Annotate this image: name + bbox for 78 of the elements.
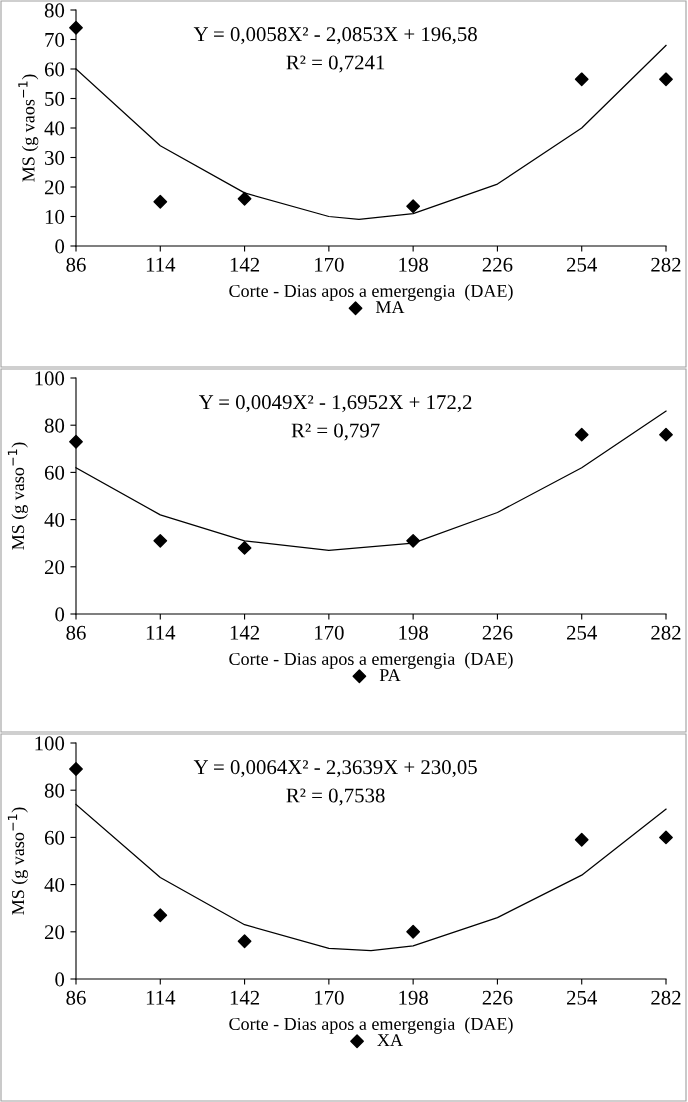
x-tick-label: 198 — [399, 625, 428, 640]
legend-label: XA — [377, 1034, 403, 1047]
y-axis-title: MS (g vaso$^{−1}$) — [7, 807, 28, 915]
point — [574, 832, 589, 847]
x-tick-label: 282 — [651, 625, 681, 640]
x-tick-label: 198 — [399, 990, 428, 1005]
x-tick-label: 282 — [651, 990, 681, 1005]
point — [153, 194, 168, 209]
x-tick-label: 226 — [482, 625, 513, 640]
y-tick-label: 0 — [55, 972, 65, 987]
x-tick-label: 226 — [482, 257, 513, 272]
y-tick-label: 40 — [44, 512, 65, 528]
x-axis-title: Corte - Dias apos a emergengia (DAE) — [229, 1017, 513, 1034]
x-tick-label: 254 — [567, 257, 598, 272]
point — [406, 533, 421, 548]
y-axis-title: MS (g vaso$^{−1}$) — [7, 442, 28, 550]
y-tick-label: 50 — [45, 91, 65, 106]
x-tick-label: 114 — [146, 990, 176, 1005]
annotation: Y = 0,0049X² - 1,6952X + 172,2 — [198, 395, 472, 413]
x-tick-label: 170 — [315, 257, 344, 272]
annotation: R² = 0,7538 — [286, 788, 385, 806]
y-tick-label: 80 — [44, 418, 65, 433]
legend-label: MA — [375, 301, 405, 314]
y-tick-label: 100 — [35, 736, 65, 751]
y-tick-label: 60 — [44, 465, 65, 480]
x-tick-label: 254 — [567, 990, 598, 1005]
point — [659, 72, 673, 87]
x-tick-label: 170 — [315, 625, 344, 640]
annotation: Y = 0,0058X² - 2,0853X + 196,58 — [193, 27, 477, 45]
y-tick-label: 10 — [45, 209, 65, 224]
y-tick-label: 40 — [44, 877, 65, 893]
point — [406, 924, 421, 939]
point — [574, 427, 589, 442]
point — [69, 762, 83, 776]
point — [69, 434, 83, 449]
y-tick-label: 20 — [44, 925, 65, 940]
x-tick-label: 282 — [651, 257, 681, 272]
y-tick-label: 0 — [55, 239, 65, 254]
point — [574, 72, 589, 87]
y-tick-label: 100 — [35, 371, 65, 386]
y-axis-title: MS (g vaos$^{−1}$) — [18, 74, 39, 182]
x-tick-label: 114 — [146, 625, 176, 640]
annotation: R² = 0,7241 — [286, 55, 385, 73]
point — [69, 20, 83, 35]
point — [237, 934, 252, 949]
y-tick-label: 60 — [44, 62, 65, 77]
x-tick-label: 226 — [482, 990, 513, 1005]
point — [659, 830, 673, 845]
y-tick-label: 80 — [44, 783, 65, 798]
y-tick-label: 30 — [45, 150, 65, 165]
y-tick-label: 70 — [45, 32, 65, 47]
point — [659, 427, 673, 442]
x-tick-label: 114 — [146, 257, 176, 272]
y-tick-label: 40 — [44, 121, 65, 136]
x-tick-label: 86 — [66, 257, 86, 272]
x-axis-title: Corte - Dias apos a emergengia (DAE) — [229, 284, 513, 301]
y-tick-label: 80 — [44, 3, 65, 18]
x-tick-label: 86 — [66, 625, 86, 640]
x-tick-label: 142 — [230, 257, 260, 272]
point — [237, 541, 252, 555]
annotation: R² = 0,797 — [291, 423, 380, 441]
x-tick-label: 142 — [230, 990, 260, 1005]
legend-label: PA — [379, 669, 401, 682]
y-tick-label: 60 — [44, 830, 65, 845]
point — [237, 191, 252, 206]
annotation: Y = 0,0064X² - 2,3639X + 230,05 — [193, 760, 477, 778]
point — [153, 533, 168, 548]
y-tick-label: 20 — [44, 560, 65, 575]
point — [153, 908, 168, 923]
point — [406, 199, 421, 214]
x-tick-label: 198 — [399, 257, 428, 272]
x-tick-label: 254 — [567, 625, 598, 640]
x-tick-label: 142 — [230, 625, 260, 640]
x-axis-title: Corte - Dias apos a emergengia (DAE) — [229, 652, 513, 669]
y-tick-label: 0 — [55, 607, 65, 622]
x-tick-label: 170 — [315, 990, 344, 1005]
x-tick-label: 86 — [66, 990, 86, 1005]
y-tick-label: 20 — [44, 180, 65, 195]
